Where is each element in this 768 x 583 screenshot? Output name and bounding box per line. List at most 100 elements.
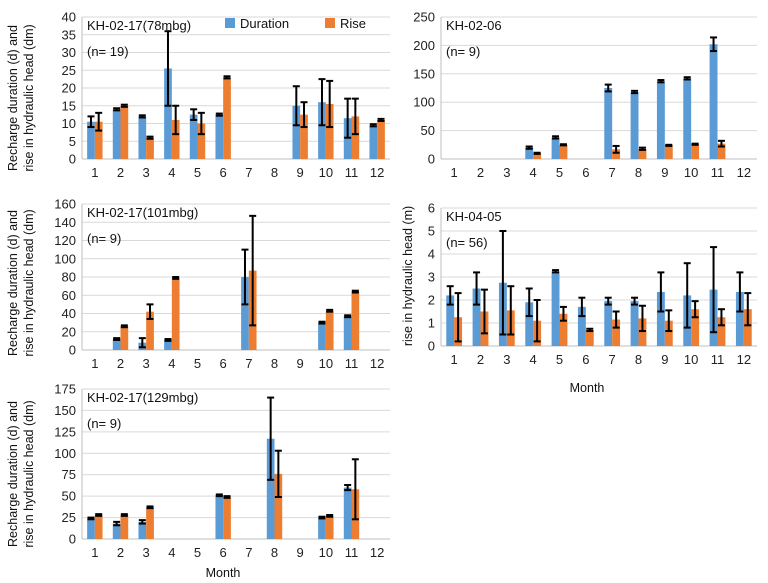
error-bar xyxy=(691,142,699,146)
bar-rise xyxy=(559,313,568,346)
x-tick-label: 10 xyxy=(684,352,698,367)
x-tick-label: 10 xyxy=(319,165,333,180)
bar-rise xyxy=(223,77,231,159)
legend: Duration Rise xyxy=(225,16,366,31)
bar-duration xyxy=(604,88,613,159)
error-bar xyxy=(344,314,352,319)
error-bar xyxy=(533,299,541,343)
bar-duration xyxy=(735,291,744,346)
error-bar xyxy=(710,36,718,53)
error-bar xyxy=(146,135,154,140)
error-bar xyxy=(326,79,334,129)
ylabel-top-line2: rise in hydraulic head (dm) xyxy=(22,24,36,171)
bar-duration xyxy=(551,137,560,159)
x-tick-label: 1 xyxy=(91,356,98,371)
panel-sample-size: (n= 19) xyxy=(87,44,129,59)
y-tick-label: 150 xyxy=(413,66,435,81)
error-bar xyxy=(292,85,300,127)
y-tick-label: 30 xyxy=(62,45,76,60)
error-bar xyxy=(691,300,699,319)
ylabel-top-line1: Recharge duration (d) and xyxy=(6,25,20,171)
y-tick-label: 120 xyxy=(54,233,76,248)
error-bar xyxy=(525,145,533,150)
bar-rise xyxy=(146,311,154,350)
x-tick-label: 1 xyxy=(451,352,458,367)
y-tick-label: 1 xyxy=(428,316,435,331)
bar-rise xyxy=(223,497,231,539)
error-bar xyxy=(172,104,180,136)
panel-sample-size: (n= 9) xyxy=(446,44,480,59)
y-tick-label: 250 xyxy=(413,10,435,25)
error-bar xyxy=(87,516,95,521)
x-tick-label: 12 xyxy=(737,352,751,367)
error-bar xyxy=(657,271,665,313)
error-bar xyxy=(665,143,673,147)
bar-duration xyxy=(604,301,613,346)
y-tick-label: 20 xyxy=(62,324,76,339)
y-tick-label: 175 xyxy=(54,382,76,397)
bar-duration xyxy=(683,78,692,159)
bar-duration xyxy=(112,339,121,350)
error-bar xyxy=(146,505,154,510)
bar-rise xyxy=(612,149,621,159)
x-tick-label: 9 xyxy=(661,352,668,367)
bar-duration xyxy=(343,316,352,350)
bar-rise xyxy=(638,318,647,346)
y-tick-label: 35 xyxy=(62,27,76,42)
error-bar xyxy=(638,146,646,151)
error-bar xyxy=(215,112,223,117)
bar-duration xyxy=(164,68,172,159)
panel-title: KH-02-06 xyxy=(446,18,502,33)
ylabel-bottom-line1: Recharge duration (d) and xyxy=(6,401,20,547)
error-bar xyxy=(146,303,154,320)
x-tick-label: 2 xyxy=(117,545,124,560)
bar-rise xyxy=(94,121,103,159)
error-bar xyxy=(344,97,352,139)
bar-duration xyxy=(215,495,224,539)
bar-duration xyxy=(343,487,352,539)
error-bar xyxy=(223,75,231,80)
bar-duration xyxy=(266,438,275,539)
bar-rise xyxy=(300,114,308,159)
bar-rise xyxy=(120,105,129,159)
error-bar xyxy=(638,304,646,333)
y-tick-label: 50 xyxy=(421,123,435,138)
panel-sample-size: (n= 56) xyxy=(446,235,488,250)
bar-duration xyxy=(318,322,326,350)
error-bar xyxy=(559,143,567,147)
error-bar xyxy=(473,271,481,306)
x-tick-label: 4 xyxy=(168,165,175,180)
x-tick-label: 3 xyxy=(143,545,150,560)
bar-rise xyxy=(351,116,360,159)
y-tick-label: 160 xyxy=(54,197,76,212)
y-tick-label: 20 xyxy=(62,81,76,96)
bar-rise xyxy=(171,119,180,159)
error-bar xyxy=(446,285,454,306)
error-bar xyxy=(300,101,308,129)
x-tick-label: 5 xyxy=(556,352,563,367)
y-tick-label: 5 xyxy=(69,134,76,149)
bar-rise xyxy=(743,309,752,346)
panel-title: KH-04-05 xyxy=(446,209,502,224)
error-bar xyxy=(744,292,752,327)
x-tick-label: 12 xyxy=(370,545,384,560)
bar-rise xyxy=(120,326,129,350)
bar-rise xyxy=(638,148,647,159)
bar-rise xyxy=(585,329,594,346)
y-tick-label: 50 xyxy=(62,489,76,504)
bar-duration xyxy=(112,109,121,159)
bar-duration xyxy=(472,288,481,346)
y-tick-label: 2 xyxy=(428,293,435,308)
error-bar xyxy=(631,89,639,95)
bar-rise xyxy=(664,145,673,159)
error-bar xyxy=(665,309,673,333)
bar-rise xyxy=(717,317,726,346)
bar-duration xyxy=(525,147,534,159)
error-bar xyxy=(612,310,620,329)
y-tick-label: 125 xyxy=(54,424,76,439)
x-tick-label: 7 xyxy=(245,356,252,371)
x-tick-label: 11 xyxy=(345,356,359,371)
